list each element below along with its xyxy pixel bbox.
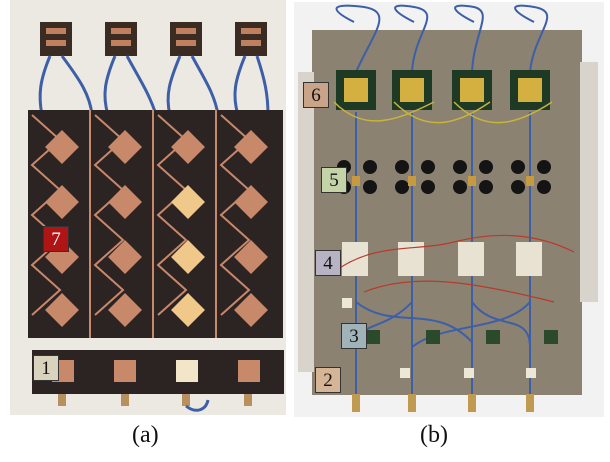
callout-label-1: 1 [33,355,59,381]
callout-label-6: 6 [303,82,329,108]
callout-label-2: 2 [315,367,341,393]
photo-panel-a: 7 1 [10,0,286,415]
callout-label-4: 4 [315,250,341,276]
callout-label-7: 7 [43,226,69,252]
caption-b: (b) [420,422,448,448]
callout-label-3: 3 [341,323,367,349]
beamforming-network-photo [294,2,604,417]
caption-a: (a) [132,422,159,448]
photo-panel-b: 6 5 4 3 2 [294,2,604,417]
callout-label-5: 5 [321,167,347,193]
antenna-array-photo [10,0,286,415]
